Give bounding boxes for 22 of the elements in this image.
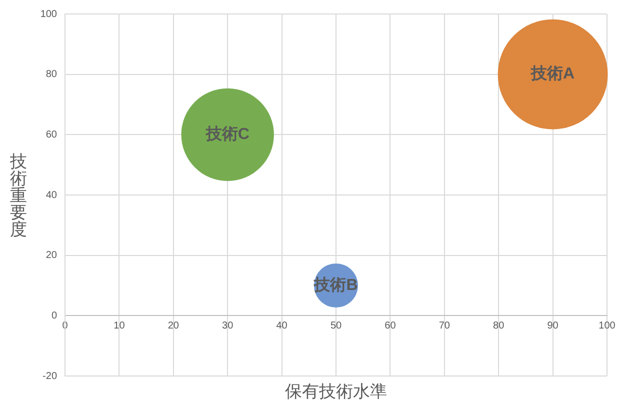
series-label: 技術A <box>530 64 576 83</box>
series-label: 技術C <box>204 125 250 144</box>
x-tick-label: 80 <box>493 320 505 332</box>
y-tick-label: -20 <box>42 370 58 382</box>
x-tick-label: 70 <box>438 320 450 332</box>
y-tick-label: 40 <box>46 190 58 201</box>
x-tick-label: 40 <box>276 320 288 332</box>
y-tick-label: 60 <box>46 129 58 140</box>
y-axis-title: 技術重要度 <box>10 152 27 238</box>
x-tick-label: 20 <box>168 320 180 332</box>
x-tick-label: 10 <box>114 320 126 332</box>
x-tick-label: 50 <box>330 320 342 332</box>
x-tick-label: 100 <box>598 320 616 332</box>
y-tick-label: 80 <box>46 69 58 80</box>
series-label: 技術B <box>313 276 358 294</box>
x-tick-label: 60 <box>384 320 396 332</box>
x-tick-label: 90 <box>547 320 559 332</box>
y-tick-label: 100 <box>40 8 58 20</box>
x-axis-title: 保有技術水準 <box>285 382 387 401</box>
x-tick-label: 30 <box>222 320 234 332</box>
y-tick-label: 0 <box>51 310 58 322</box>
y-tick-label: 20 <box>46 250 58 262</box>
